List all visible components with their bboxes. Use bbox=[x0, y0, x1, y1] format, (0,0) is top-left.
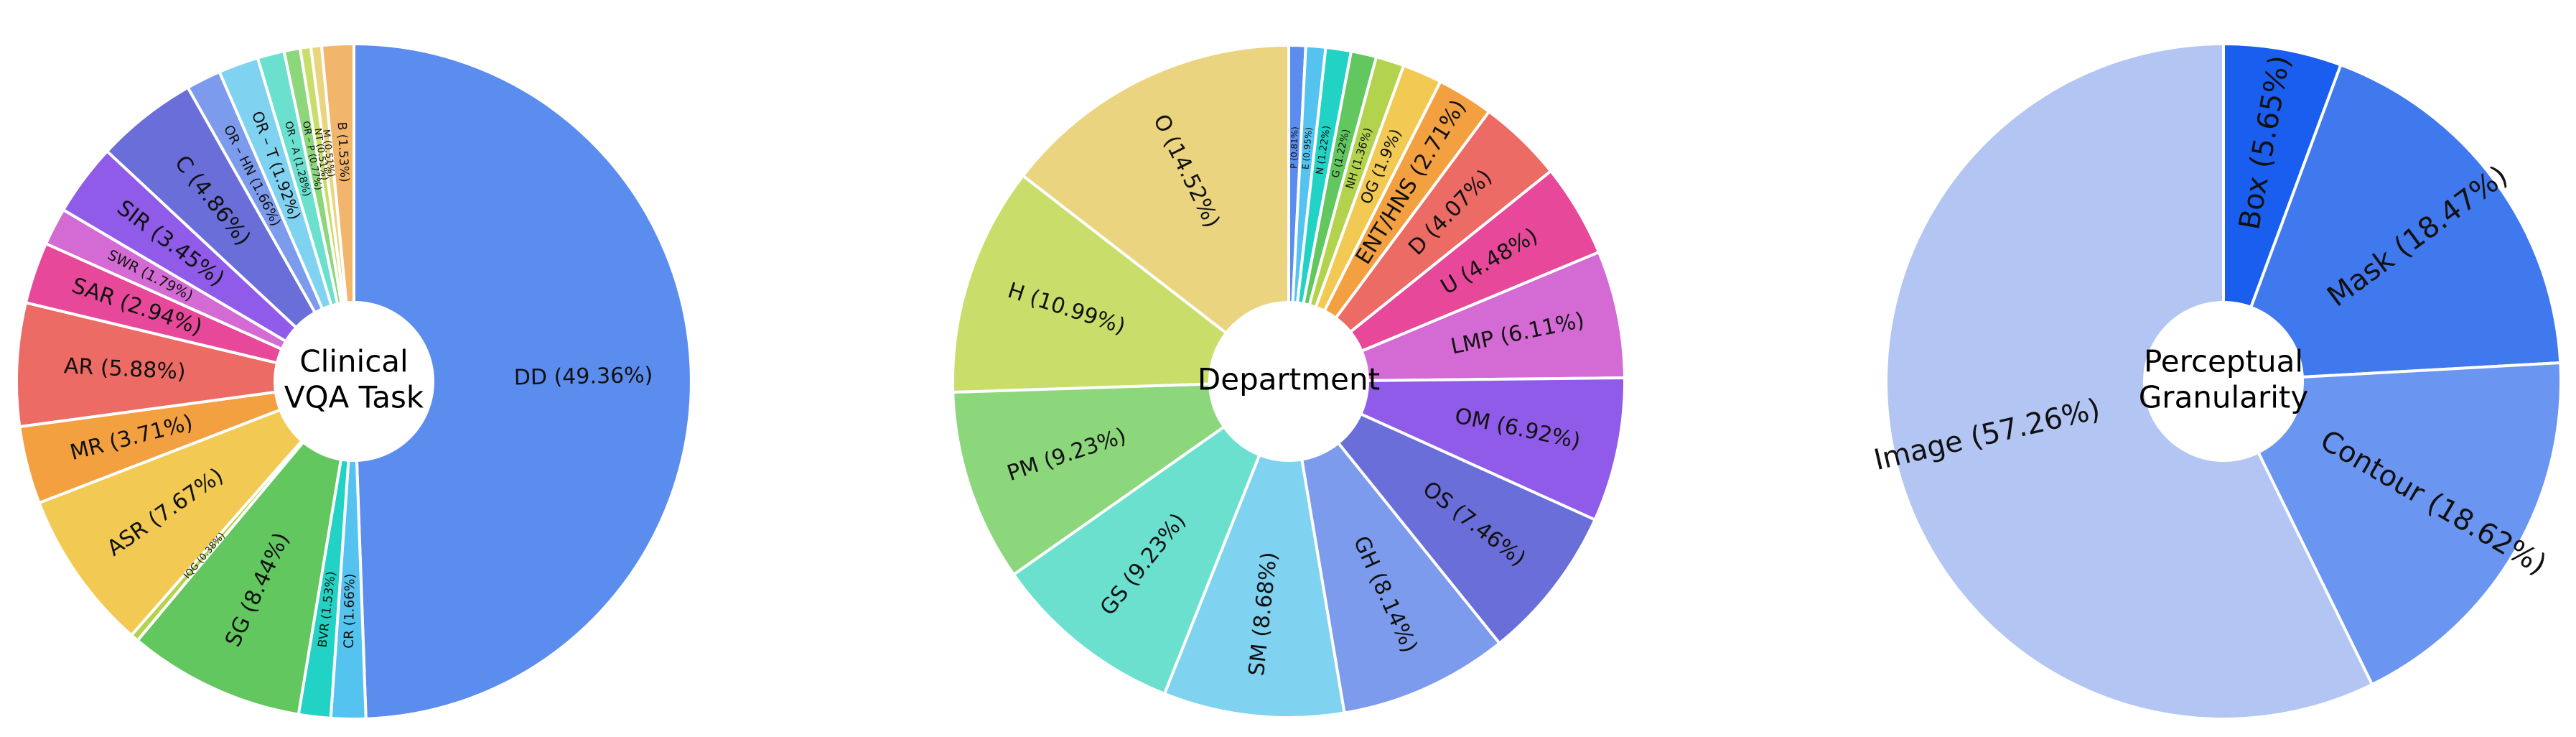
slice-label-m: M (0.51%) bbox=[320, 129, 336, 177]
slice-label-b: B (1.53%) bbox=[335, 121, 353, 182]
slice-image bbox=[1884, 42, 2374, 720]
center-label-line-1: Department bbox=[1198, 362, 1380, 397]
slice-label-ar: AR (5.88%) bbox=[63, 353, 186, 385]
donut-hole bbox=[2143, 301, 2304, 462]
slice-gs bbox=[1012, 377, 1292, 696]
slice-pm bbox=[951, 379, 1294, 577]
slice-asr bbox=[37, 380, 355, 638]
center-label-line-2: Granularity bbox=[2139, 380, 2308, 415]
donut-chart-3: Box (5.65%)Mask (18.47%)Contour (18.62%)… bbox=[1871, 42, 2562, 720]
slice-lmp bbox=[1288, 250, 1626, 383]
slice-sg bbox=[135, 376, 357, 716]
slice-dd bbox=[353, 42, 693, 720]
donut-chart-1: DD (49.36%)CR (1.66%)BVR (1.53%)SG (8.44… bbox=[15, 42, 693, 720]
donut-hole bbox=[274, 301, 434, 462]
donut-chart-2: P (0.81%) E (0.95%) N (1.22%)G (1.22%)NH (… bbox=[951, 43, 1626, 719]
slice-label-cr: CR (1.66%) bbox=[342, 573, 358, 649]
slice-os bbox=[1287, 380, 1597, 646]
slice-gh bbox=[1286, 376, 1502, 715]
slice-contour bbox=[2221, 361, 2562, 687]
center-label-line-1: Clinical bbox=[299, 344, 408, 379]
donut-hole bbox=[1208, 301, 1369, 462]
slice-o bbox=[1021, 43, 1290, 385]
slice-h bbox=[951, 173, 1293, 394]
slice-ar bbox=[15, 300, 355, 429]
slice-om bbox=[1288, 376, 1626, 522]
slice-label-p: P (0.81%) bbox=[1289, 126, 1299, 169]
slice-mask bbox=[2221, 62, 2562, 384]
slice-sm bbox=[1162, 376, 1346, 719]
slice-b bbox=[319, 42, 355, 382]
center-label-line-1: Perceptual bbox=[2144, 344, 2303, 379]
slice-label-dd: DD (49.36%) bbox=[514, 363, 653, 390]
slice-label-e: E (0.95%) bbox=[1300, 127, 1314, 170]
slice-box bbox=[2222, 42, 2343, 382]
center-label-line-2: VQA Task bbox=[284, 380, 424, 415]
